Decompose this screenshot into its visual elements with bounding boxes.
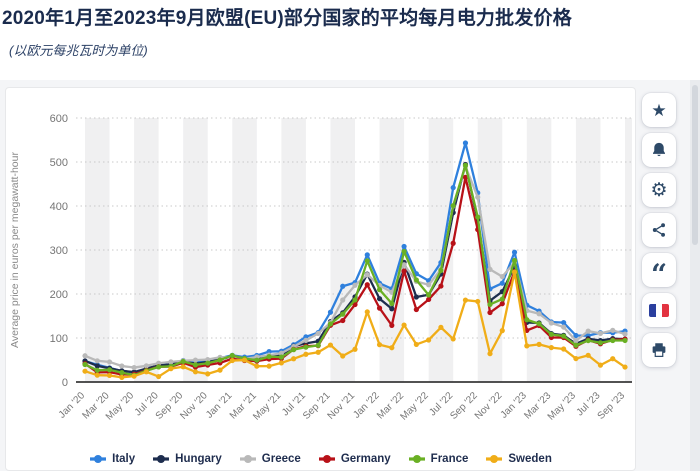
svg-text:May '20: May '20 — [104, 390, 137, 423]
bell-icon — [653, 142, 665, 157]
share-button[interactable] — [642, 213, 676, 247]
svg-text:100: 100 — [50, 333, 68, 345]
legend-marker — [90, 455, 107, 463]
favorite-button[interactable]: ★ — [642, 93, 676, 127]
citation-button[interactable]: “ — [642, 253, 676, 287]
legend-item-france[interactable]: France — [408, 453, 469, 465]
svg-text:600: 600 — [50, 113, 68, 125]
notifications-button[interactable] — [642, 133, 676, 167]
scrollbar-thumb[interactable] — [692, 85, 698, 245]
gear-icon: ⚙ — [650, 179, 668, 201]
svg-text:Nov '20: Nov '20 — [178, 390, 210, 422]
share-icon — [652, 223, 665, 237]
legend-marker — [239, 455, 256, 463]
svg-text:Sep '23: Sep '23 — [596, 390, 628, 422]
scrollbar[interactable] — [690, 80, 700, 471]
y-axis-title: Average price in euros per megawatt-hour — [9, 152, 21, 348]
printer-icon — [652, 343, 666, 357]
language-french-button[interactable] — [642, 293, 676, 327]
legend-marker — [486, 455, 503, 463]
svg-text:300: 300 — [50, 245, 68, 257]
chart-card: 0 100 200 300 400 500 600 Jan '20 Mar '20 May '20… — [5, 87, 636, 471]
legend-label: Greece — [261, 453, 301, 465]
french-flag-icon — [649, 303, 669, 317]
page-subtitle: (以欧元每兆瓦时为单位) — [9, 42, 148, 58]
legend-label: Hungary — [175, 453, 222, 465]
svg-text:200: 200 — [50, 289, 68, 301]
legend-item-sweden[interactable]: Sweden — [485, 453, 552, 465]
legend-marker — [318, 455, 335, 463]
legend-item-germany[interactable]: Germany — [318, 453, 391, 465]
settings-button[interactable]: ⚙ — [642, 173, 676, 207]
print-button[interactable] — [642, 333, 676, 367]
legend-item-greece[interactable]: Greece — [239, 453, 301, 465]
action-toolbar: ★ ⚙ “ — [642, 93, 676, 367]
legend-label: Italy — [112, 453, 136, 465]
star-icon: ★ — [651, 100, 667, 120]
legend-label: Sweden — [508, 453, 552, 465]
svg-text:500: 500 — [50, 157, 68, 169]
legend-label: Germany — [340, 453, 391, 465]
legend-marker — [408, 455, 425, 463]
legend-item-italy[interactable]: Italy — [89, 453, 135, 465]
legend-item-hungary[interactable]: Hungary — [152, 453, 222, 465]
quote-icon: “ — [650, 260, 668, 280]
legend-marker — [153, 455, 170, 463]
page-title: 2020年1月至2023年9月欧盟(EU)部分国家的平均每月电力批发价格 — [2, 8, 572, 29]
svg-text:May '21: May '21 — [251, 390, 284, 423]
svg-text:Nov '21: Nov '21 — [326, 390, 358, 422]
svg-text:0: 0 — [62, 377, 68, 389]
content-area: 0 100 200 300 400 500 600 Jan '20 Mar '20 May '20… — [0, 80, 700, 471]
svg-text:May '23: May '23 — [546, 390, 579, 423]
chart-header: 2020年1月至2023年9月欧盟(EU)部分国家的平均每月电力批发价格 (以欧… — [0, 0, 700, 59]
svg-text:Nov '22: Nov '22 — [473, 390, 505, 422]
svg-text:400: 400 — [50, 201, 68, 213]
svg-text:May '22: May '22 — [398, 390, 431, 423]
legend-label: France — [430, 453, 469, 465]
chart-legend: Italy Hungary Greece Germany France Sweden — [6, 453, 635, 465]
